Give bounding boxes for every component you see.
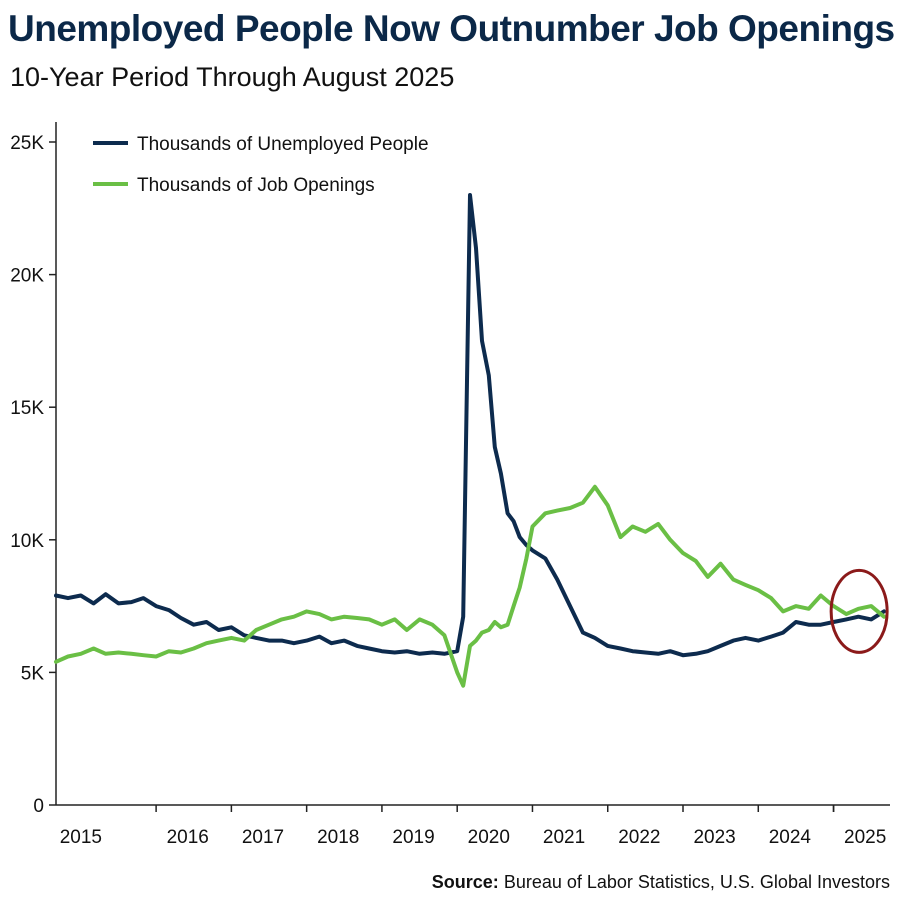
x-tick-label: 2015 [60, 827, 102, 848]
x-tick-label: 2016 [167, 827, 209, 848]
series-layer [54, 193, 886, 688]
x-tick-label: 2018 [317, 827, 359, 848]
source-label: Source: [431, 872, 499, 892]
y-tick-label: 5K [21, 663, 45, 684]
x-tick-label: 2025 [844, 827, 886, 848]
x-tick-label: 2019 [392, 827, 434, 848]
legend: Thousands of Unemployed People Thousands … [93, 134, 429, 196]
x-tick-label: 2020 [468, 827, 510, 848]
series-line-job-openings [54, 484, 886, 688]
y-tick-label: 10K [10, 531, 44, 552]
x-axis-ticks: 2015 2016 2017 2018 2019 2020 2021 2022 2023 2024… [60, 805, 886, 848]
x-tick-label: 2024 [769, 827, 812, 848]
source-text: Bureau of Labor Statistics, U.S. Global … [503, 872, 890, 892]
y-tick-label: 15K [10, 398, 44, 419]
x-tick-label: 2017 [242, 827, 284, 848]
page-title: Unemployed People Now Outnumber Job Open… [8, 8, 895, 49]
y-axis-ticks: 0 5K 10K 15K 20K 25K [10, 133, 56, 817]
source-note: Source: Bureau of Labor Statistics, U.S.… [432, 872, 890, 893]
x-tick-label: 2023 [693, 827, 735, 848]
x-tick-label: 2021 [543, 827, 585, 848]
series-line-unemployed [54, 193, 886, 658]
page-subtitle: 10-Year Period Through August 2025 [10, 62, 455, 92]
legend-label: Thousands of Unemployed People [137, 134, 429, 155]
y-tick-label: 20K [10, 266, 44, 287]
y-tick-label: 0 [33, 796, 44, 817]
highlight-circle [829, 568, 889, 654]
legend-label: Thousands of Job Openings [137, 175, 375, 196]
y-tick-label: 25K [10, 133, 44, 154]
x-tick-label: 2022 [618, 827, 660, 848]
